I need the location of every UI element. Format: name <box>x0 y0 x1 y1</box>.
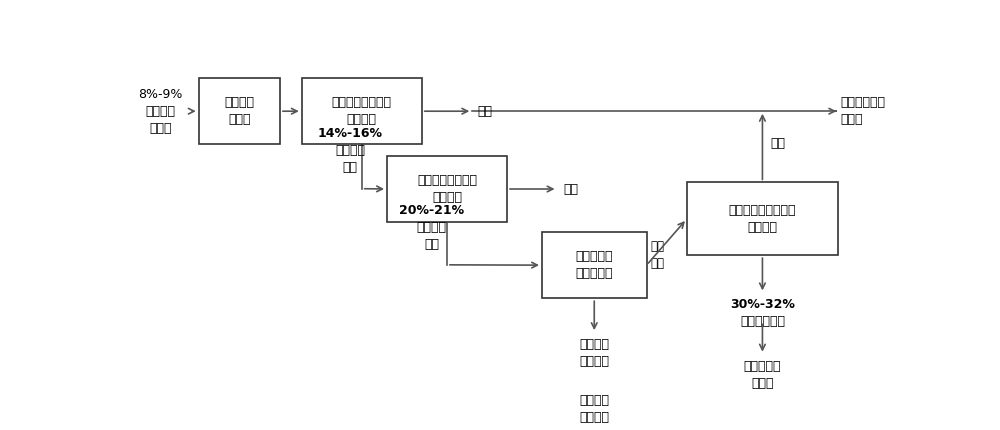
Text: 20%-21%
樟脑磺酸
溶液: 20%-21% 樟脑磺酸 溶液 <box>399 203 464 251</box>
Text: 回用到原生产
工艺中: 回用到原生产 工艺中 <box>840 96 885 126</box>
Text: 8%-9%
樟脑磺酸
原溶液: 8%-9% 樟脑磺酸 原溶液 <box>138 88 182 135</box>
Text: 二级高压反渗透膜
浓缩脱水: 二级高压反渗透膜 浓缩脱水 <box>417 174 477 204</box>
Text: 左旋苯甘氨
酸结晶分离: 左旋苯甘氨 酸结晶分离 <box>576 250 613 280</box>
Text: 回到原拆分
工艺中: 回到原拆分 工艺中 <box>744 359 781 390</box>
FancyBboxPatch shape <box>302 78 422 144</box>
Text: 降温结晶
预处理: 降温结晶 预处理 <box>224 96 254 126</box>
Text: 产水: 产水 <box>563 182 578 196</box>
Text: 一级高压反渗透膜
浓缩脱水: 一级高压反渗透膜 浓缩脱水 <box>332 96 392 126</box>
Text: 左旋苯甘
氨酸晶体: 左旋苯甘 氨酸晶体 <box>579 338 609 368</box>
FancyBboxPatch shape <box>542 232 647 298</box>
Text: 结晶
母液: 结晶 母液 <box>650 240 664 270</box>
FancyBboxPatch shape <box>387 156 507 222</box>
Text: 14%-16%
樟脑磺酸
溶液: 14%-16% 樟脑磺酸 溶液 <box>318 126 383 174</box>
FancyBboxPatch shape <box>687 182 838 255</box>
Text: 左旋苯甘
氨酸产品: 左旋苯甘 氨酸产品 <box>579 394 609 424</box>
Text: 30%-32%
樟脑磺酸溶液: 30%-32% 樟脑磺酸溶液 <box>730 298 795 328</box>
Text: 产水: 产水 <box>770 137 785 150</box>
FancyBboxPatch shape <box>199 78 280 144</box>
Text: 三级级高压反渗透膜
浓缩脱水: 三级级高压反渗透膜 浓缩脱水 <box>729 204 796 234</box>
Text: 产水: 产水 <box>478 104 493 118</box>
